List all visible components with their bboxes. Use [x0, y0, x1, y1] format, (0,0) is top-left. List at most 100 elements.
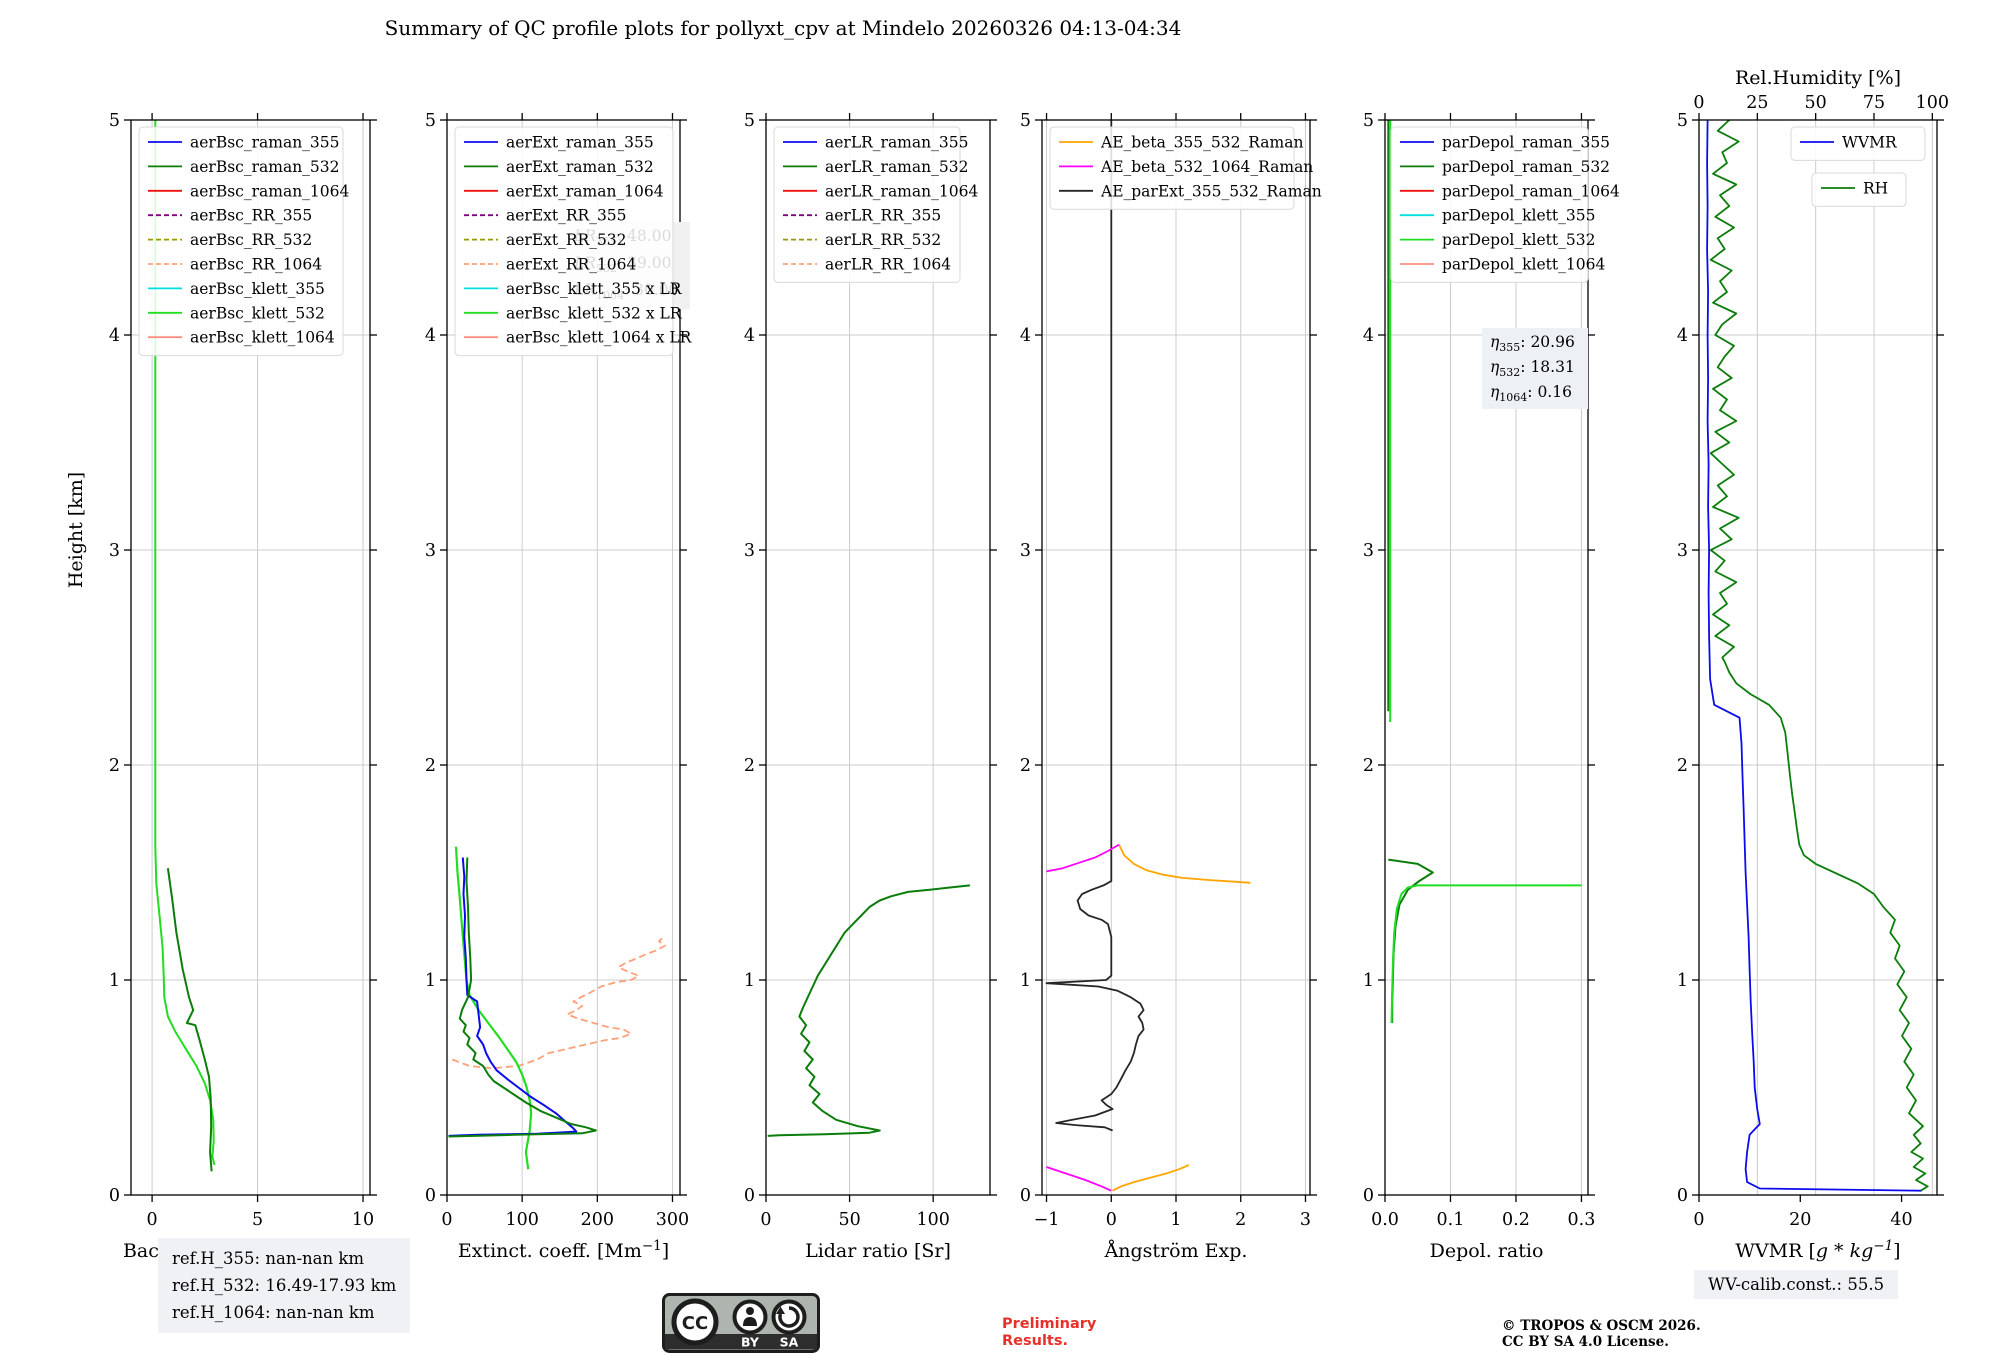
svg-text:0.3: 0.3	[1568, 1210, 1596, 1230]
svg-text:0.1: 0.1	[1437, 1210, 1465, 1230]
wv-calibration-constant: WV-calib.const.: 55.5	[1694, 1270, 1899, 1299]
svg-text:5: 5	[1677, 111, 1688, 131]
svg-text:aerExt_raman_355: aerExt_raman_355	[506, 134, 654, 152]
svg-text:2: 2	[1020, 756, 1031, 776]
svg-text:parDepol_raman_532: parDepol_raman_532	[1442, 158, 1610, 176]
cc-by-sa-badge: CC BY SA	[662, 1293, 820, 1353]
x-axis-label: Ångström Exp.	[1104, 1240, 1248, 1262]
svg-text:10: 10	[352, 1210, 374, 1230]
svg-text:parDepol_raman_1064: parDepol_raman_1064	[1442, 182, 1620, 200]
svg-text:aerBsc_raman_532: aerBsc_raman_532	[190, 158, 340, 176]
svg-text:0: 0	[1020, 1186, 1031, 1206]
svg-text:200: 200	[581, 1210, 614, 1230]
series-RH	[1709, 119, 1929, 1192]
svg-text:−1: −1	[1034, 1210, 1060, 1230]
svg-text:aerBsc_klett_1064 x LR: aerBsc_klett_1064 x LR	[506, 329, 693, 347]
svg-text:1: 1	[1363, 971, 1374, 991]
svg-text:2: 2	[1235, 1210, 1246, 1230]
svg-text:50: 50	[838, 1210, 860, 1230]
ref-h-532: ref.H_532: 16.49-17.93 km	[172, 1276, 397, 1295]
panel-wvmr-rh-grid	[1698, 119, 1937, 1196]
series-aerBsc_klett_532_x_LR	[454, 846, 533, 1170]
x-axis-label: Depol. ratio	[1430, 1240, 1544, 1262]
by-person-body	[743, 1317, 757, 1326]
series-aerLR_raman_532	[767, 884, 971, 1137]
svg-text:aerBsc_RR_1064: aerBsc_RR_1064	[190, 256, 322, 274]
svg-text:0: 0	[147, 1210, 158, 1230]
svg-text:2: 2	[1363, 756, 1374, 776]
panel-extinction-axes: 0 100 200 300 0 1 2 3 4 5 Extinct. coeff. [Mm−1]	[425, 111, 689, 1262]
svg-text:1: 1	[1020, 971, 1031, 991]
x-axis-label: Lidar ratio [Sr]	[805, 1240, 951, 1262]
figure-title: Summary of QC profile plots for pollyxt_…	[384, 16, 1182, 40]
svg-text:0.0: 0.0	[1371, 1210, 1399, 1230]
svg-text:1: 1	[744, 971, 755, 991]
svg-text:η355: 20.96: η355: 20.96	[1490, 333, 1575, 354]
svg-text:aerBsc_klett_532 x LR: aerBsc_klett_532 x LR	[506, 304, 683, 322]
panel-lidar-ratio: 0 50 100 0 1 2 3 4 5 Lidar ratio [Sr] aerLR_raman_…	[744, 111, 997, 1262]
series-parDepol_raman_532	[1388, 858, 1434, 1023]
series-aerExt_raman_355	[448, 857, 578, 1137]
svg-text:0: 0	[760, 1210, 771, 1230]
series-aerExt_RR_1064	[451, 936, 666, 1070]
x-axis-label: WVMR [g * kg−1]	[1735, 1238, 1900, 1262]
panel-depol-axes: 0.0 0.1 0.2 0.3 0 1 2 3 4 5 Depol. ratio	[1363, 111, 1596, 1262]
panel-depol-annotation: η355: 20.96 η532: 18.31 η1064: 0.16	[1482, 328, 1588, 409]
svg-text:aerLR_raman_532: aerLR_raman_532	[825, 158, 968, 176]
panel-angstrom-legend: AE_beta_355_532_Raman AE_beta_532_1064_Ra…	[1049, 126, 1322, 210]
preliminary-line1: Preliminary	[1002, 1316, 1097, 1332]
svg-text:0.2: 0.2	[1502, 1210, 1530, 1230]
svg-text:0: 0	[744, 1186, 755, 1206]
svg-text:300: 300	[656, 1210, 689, 1230]
svg-text:parDepol_klett_355: parDepol_klett_355	[1442, 207, 1595, 225]
svg-text:50: 50	[1805, 93, 1827, 113]
sa-label: SA	[780, 1335, 799, 1350]
ref-h-1064: ref.H_1064: nan-nan km	[172, 1303, 375, 1322]
svg-text:40: 40	[1890, 1210, 1912, 1230]
svg-text:aerLR_RR_1064: aerLR_RR_1064	[825, 256, 951, 274]
svg-text:3: 3	[1300, 1210, 1311, 1230]
svg-text:3: 3	[1363, 541, 1374, 561]
svg-text:5: 5	[425, 111, 436, 131]
svg-text:aerExt_raman_532: aerExt_raman_532	[506, 158, 654, 176]
svg-text:100: 100	[916, 1210, 949, 1230]
series-WVMR	[1706, 119, 1922, 1192]
sa-arrow-icon	[771, 1299, 807, 1335]
svg-text:0: 0	[109, 1186, 120, 1206]
svg-text:η532: 18.31: η532: 18.31	[1490, 358, 1575, 379]
svg-text:2: 2	[744, 756, 755, 776]
svg-text:100: 100	[1916, 93, 1949, 113]
svg-text:parDepol_raman_355: parDepol_raman_355	[1442, 134, 1610, 152]
svg-text:aerBsc_klett_355 x LR: aerBsc_klett_355 x LR	[506, 280, 683, 298]
copyright-note: © TROPOS & OSCM 2026. CC BY SA 4.0 Licen…	[1502, 1318, 1701, 1350]
panel-angstrom-grid	[1042, 119, 1310, 1196]
panel-wvmr-rh-legend: RH	[1811, 172, 1907, 207]
panel-wvmr-rh-legend: WVMR	[1790, 126, 1926, 161]
svg-text:aerBsc_klett_1064: aerBsc_klett_1064	[190, 329, 335, 347]
svg-text:aerLR_RR_355: aerLR_RR_355	[825, 207, 941, 225]
svg-text:0: 0	[1106, 1210, 1117, 1230]
series-parDepol_klett_532	[1390, 884, 1582, 1024]
reference-height-box: ref.H_355: nan-nan km ref.H_532: 16.49-1…	[158, 1238, 411, 1333]
svg-text:1: 1	[109, 971, 120, 991]
svg-text:η1064: 0.16: η1064: 0.16	[1490, 383, 1572, 404]
svg-text:3: 3	[1677, 541, 1688, 561]
series-AE_beta_355_532_Raman	[1112, 1164, 1190, 1192]
series-aerExt_raman_532	[448, 857, 597, 1138]
svg-text:2: 2	[1677, 756, 1688, 776]
svg-text:75: 75	[1863, 93, 1885, 113]
svg-text:5: 5	[1363, 111, 1374, 131]
svg-text:aerExt_raman_1064: aerExt_raman_1064	[506, 182, 664, 200]
svg-text:3: 3	[425, 541, 436, 561]
svg-text:25: 25	[1746, 93, 1768, 113]
svg-text:20: 20	[1789, 1210, 1811, 1230]
svg-text:WVMR: WVMR	[1842, 134, 1898, 152]
copyright-line1: © TROPOS & OSCM 2026.	[1502, 1318, 1701, 1334]
svg-text:aerBsc_raman_355: aerBsc_raman_355	[190, 134, 340, 152]
svg-text:0: 0	[1677, 1186, 1688, 1206]
svg-text:parDepol_klett_1064: parDepol_klett_1064	[1442, 256, 1605, 274]
